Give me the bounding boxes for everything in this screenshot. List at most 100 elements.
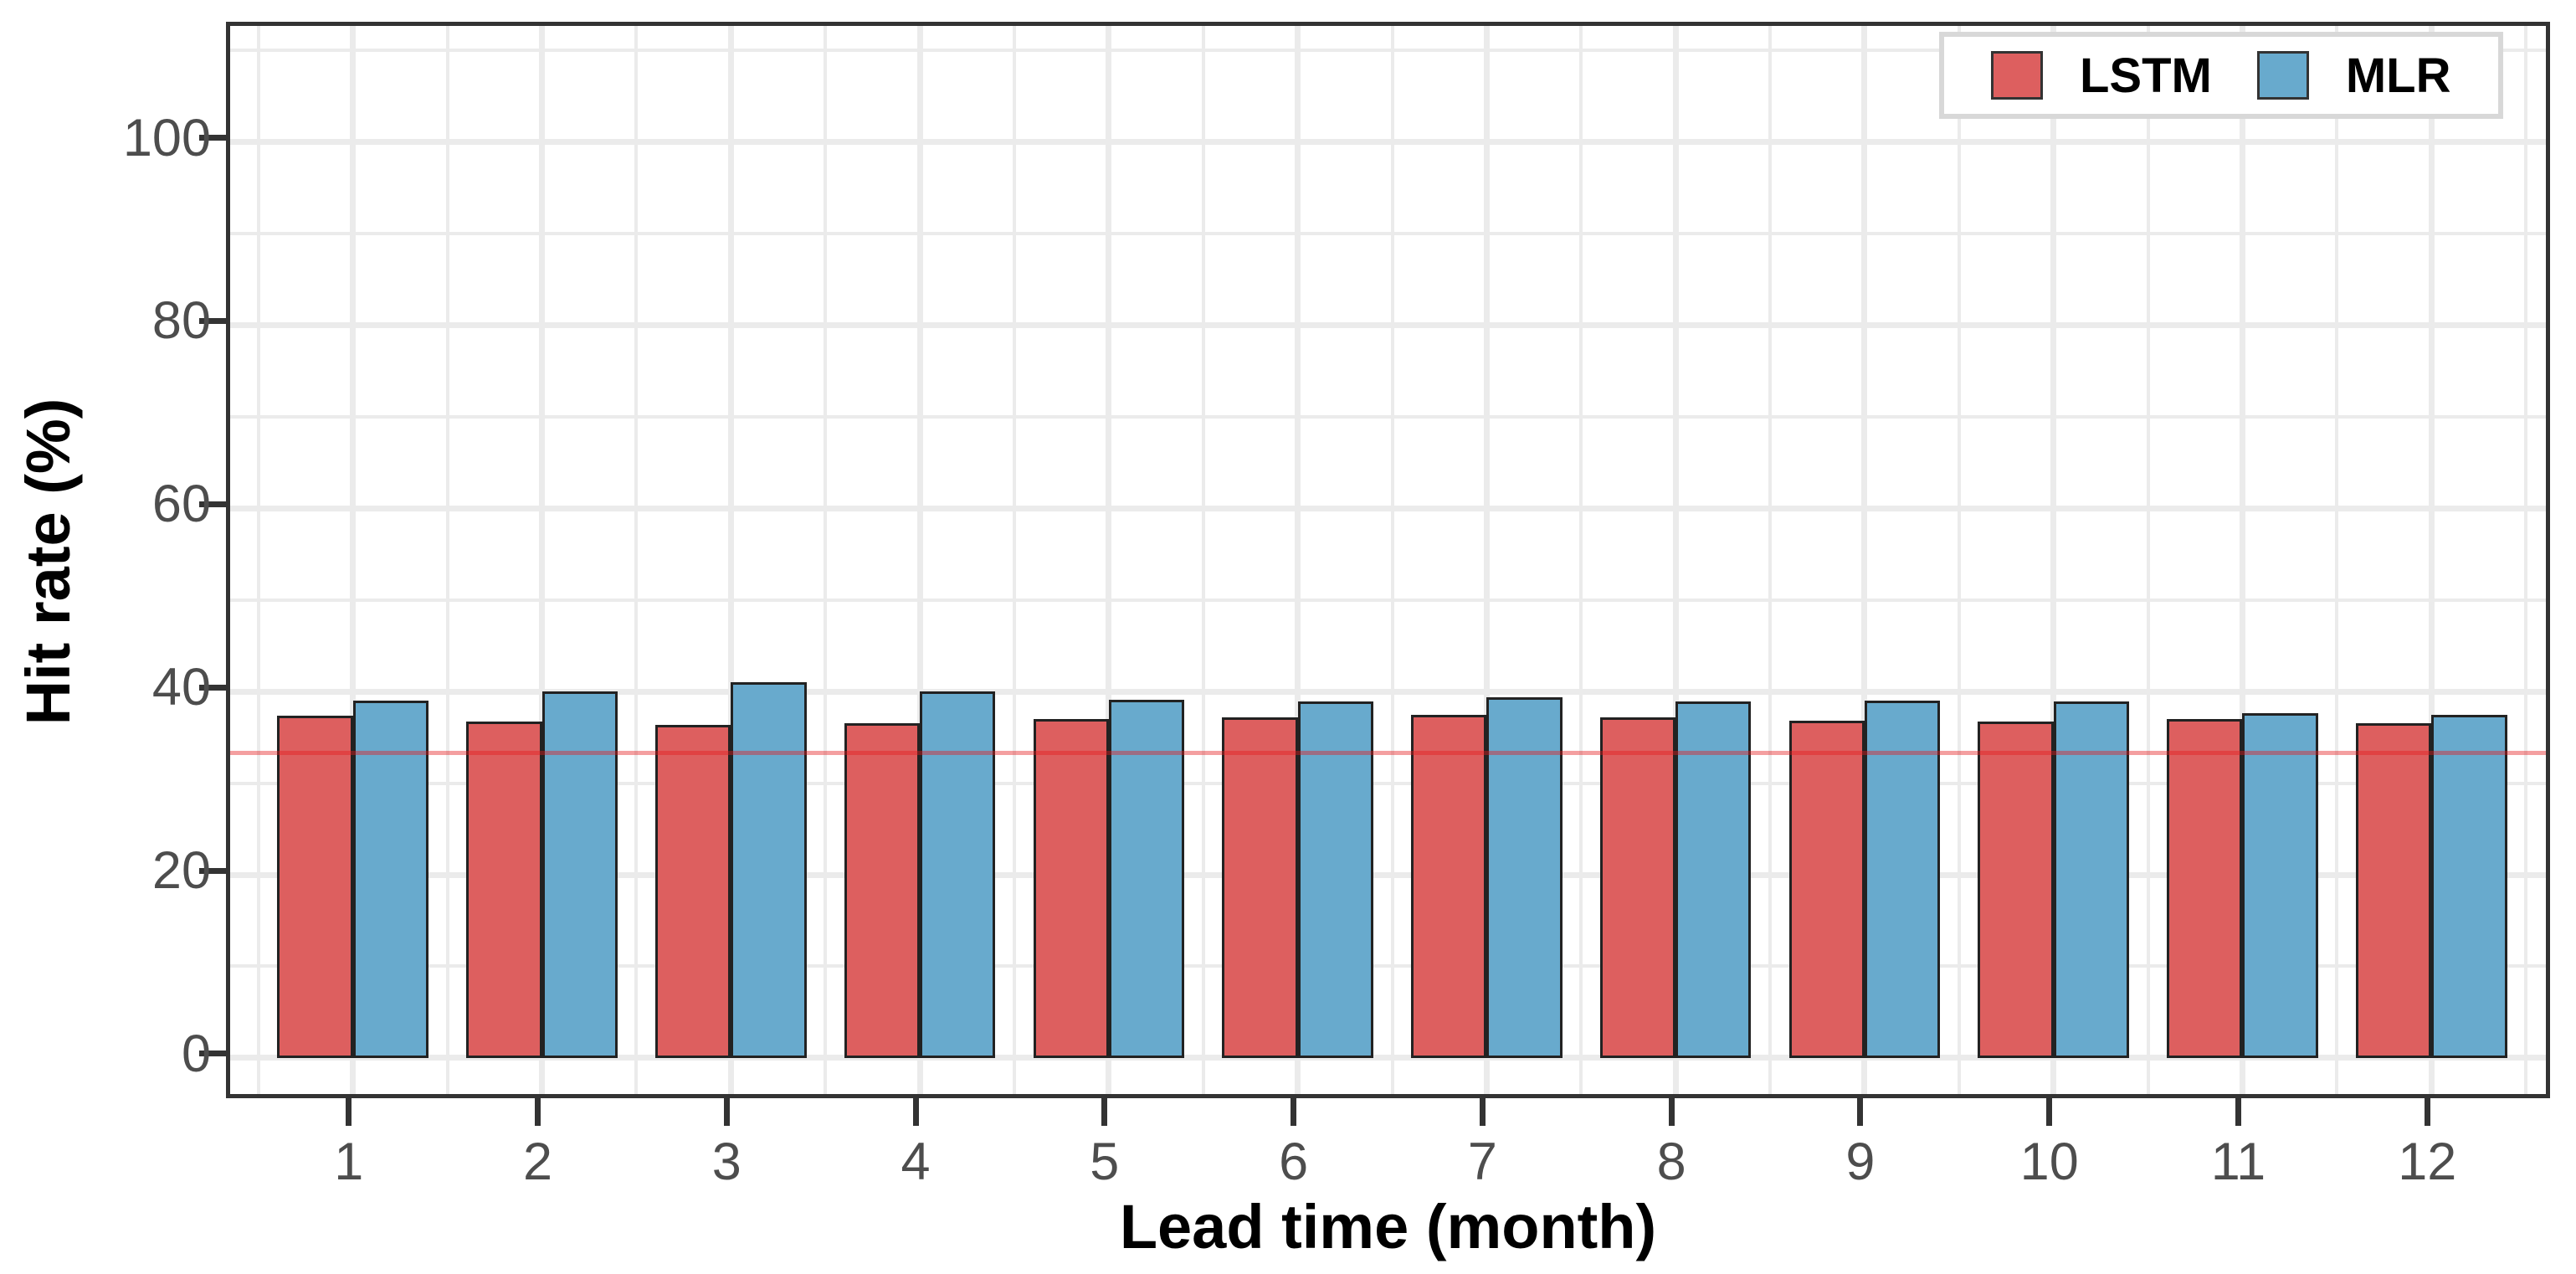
gridline	[916, 26, 923, 1094]
x-tick-mark	[1479, 1098, 1486, 1126]
x-tick-label: 3	[711, 1133, 741, 1191]
gridline	[230, 598, 2546, 602]
bar-mlr-month-7	[1486, 696, 1563, 1058]
gridline	[230, 781, 2546, 785]
bar-lstm-month-4	[844, 723, 921, 1058]
legend-label-mlr: MLR	[2345, 48, 2451, 103]
y-tick-mark	[199, 684, 226, 691]
x-tick-mark	[912, 1098, 919, 1126]
bar-mlr-month-6	[1297, 701, 1373, 1058]
bar-lstm-month-10	[1978, 722, 2054, 1058]
gridline	[350, 26, 357, 1094]
gridline	[230, 871, 2546, 878]
y-axis-title: Hit rate (%)	[13, 398, 83, 726]
bar-lstm-month-1	[277, 715, 353, 1058]
y-tick-label: 40	[151, 658, 211, 717]
bar-mlr-month-9	[1864, 701, 1941, 1058]
legend-key-mlr-swatch	[2256, 51, 2309, 100]
gridline	[230, 231, 2546, 235]
gridline	[230, 964, 2546, 968]
bar-lstm-month-8	[1599, 717, 1676, 1058]
x-tick-mark	[2235, 1098, 2241, 1126]
gridline	[1957, 26, 1961, 1094]
x-tick-mark	[1101, 1098, 1108, 1126]
y-tick-mark	[199, 135, 226, 141]
gridline	[230, 688, 2546, 695]
gridline	[2239, 26, 2245, 1094]
gridline	[1579, 26, 1583, 1094]
bar-lstm-month-6	[1222, 717, 1298, 1058]
x-tick-mark	[1668, 1098, 1675, 1126]
y-tick-mark	[199, 1051, 226, 1057]
x-tick-mark	[2424, 1098, 2430, 1126]
x-tick-label: 10	[2019, 1133, 2079, 1191]
y-tick-label: 0	[181, 1024, 211, 1083]
x-tick-mark	[535, 1098, 541, 1126]
y-tick-mark	[199, 317, 226, 324]
plot-panel	[226, 22, 2550, 1098]
y-tick-label: 60	[151, 475, 211, 534]
x-tick-label: 8	[1656, 1133, 1686, 1191]
x-tick-mark	[346, 1098, 352, 1126]
gridline	[1768, 26, 1773, 1094]
legend-key-lstm-swatch	[1991, 51, 2043, 100]
legend: LSTM MLR	[1939, 32, 2503, 119]
gridline	[1390, 26, 1394, 1094]
x-tick-label: 1	[334, 1133, 364, 1191]
x-tick-label: 9	[1845, 1133, 1876, 1191]
gridline	[230, 139, 2546, 146]
gridline	[2524, 26, 2528, 1094]
x-tick-mark	[1857, 1098, 1864, 1126]
x-tick-label: 12	[2398, 1133, 2457, 1191]
legend-item-mlr: MLR	[2256, 48, 2451, 104]
gridline	[1861, 26, 1868, 1094]
y-tick-label: 100	[122, 108, 211, 167]
gridline	[2146, 26, 2150, 1094]
gridline	[1295, 26, 1301, 1094]
x-tick-mark	[723, 1098, 730, 1126]
gridline	[2050, 26, 2057, 1094]
x-tick-label: 7	[1467, 1133, 1497, 1191]
y-tick-mark	[199, 501, 226, 507]
x-tick-label: 4	[901, 1133, 931, 1191]
bar-mlr-month-3	[731, 682, 807, 1058]
gridline	[2428, 26, 2435, 1094]
gridline	[230, 321, 2546, 328]
bar-mlr-month-5	[1108, 700, 1185, 1058]
reference-line	[230, 750, 2546, 755]
bar-mlr-month-2	[541, 691, 618, 1058]
gridline	[727, 26, 734, 1094]
gridline	[1106, 26, 1112, 1094]
bar-mlr-month-10	[2053, 701, 2129, 1058]
x-tick-mark	[2046, 1098, 2053, 1126]
bar-mlr-month-12	[2431, 714, 2507, 1058]
x-tick-mark	[1291, 1098, 1297, 1126]
gridline	[230, 1055, 2546, 1061]
x-tick-label: 6	[1279, 1133, 1309, 1191]
bar-lstm-month-2	[466, 722, 542, 1058]
gridline	[2335, 26, 2339, 1094]
gridline	[824, 26, 828, 1094]
gridline	[445, 26, 449, 1094]
x-axis-title: Lead time (month)	[1119, 1192, 1657, 1261]
bar-mlr-month-1	[352, 701, 429, 1058]
gridline	[539, 26, 546, 1094]
bar-mlr-month-8	[1675, 701, 1752, 1058]
bar-lstm-month-3	[654, 724, 731, 1058]
y-tick-label: 80	[151, 291, 211, 351]
bar-lstm-month-5	[1033, 719, 1109, 1058]
bar-lstm-month-11	[2167, 719, 2243, 1058]
gridline	[230, 414, 2546, 419]
gridline	[256, 26, 260, 1094]
bar-lstm-month-12	[2355, 723, 2432, 1058]
gridline	[230, 505, 2546, 511]
bar-mlr-month-11	[2242, 713, 2318, 1058]
gridline	[1672, 26, 1679, 1094]
bar-lstm-month-7	[1411, 714, 1487, 1058]
bar-mlr-month-4	[920, 691, 996, 1058]
gridline	[1012, 26, 1016, 1094]
legend-label-lstm: LSTM	[2080, 48, 2212, 103]
bar-lstm-month-9	[1788, 721, 1865, 1058]
gridline	[1201, 26, 1205, 1094]
